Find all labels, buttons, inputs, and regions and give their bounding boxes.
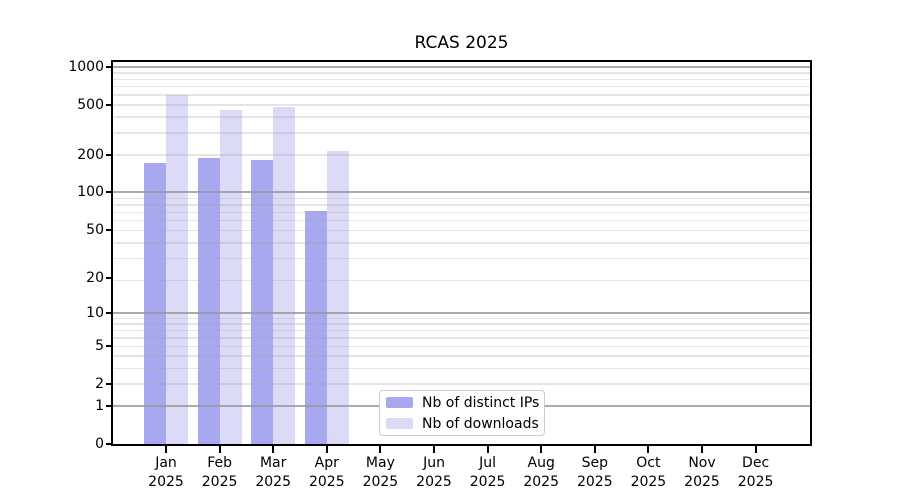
x-tick-mark (540, 446, 543, 453)
minor-gridline (113, 204, 810, 206)
chart-title: RCAS 2025 (414, 33, 509, 53)
minor-gridline (113, 211, 810, 213)
y-tick-mark (106, 103, 113, 106)
minor-gridline (113, 257, 810, 260)
x-tick-label-jul: Jul 2025 (469, 455, 506, 490)
y-tick-mark (106, 276, 113, 279)
bar-downloads-apr (326, 150, 349, 444)
y-tick-mark (106, 66, 113, 69)
minor-gridline (113, 367, 810, 370)
x-tick-mark (701, 446, 703, 453)
x-tick-label-jan: Jan 2025 (148, 455, 184, 490)
x-tick-mark (754, 446, 757, 453)
x-tick-mark (218, 446, 221, 453)
minor-gridline (113, 154, 810, 156)
bar-distinct-ips-apr (304, 211, 327, 444)
minor-gridline (113, 78, 810, 81)
bar-downloads-jan (166, 95, 188, 444)
x-tick-label-dec: Dec 2025 (737, 455, 774, 490)
minor-gridline (113, 132, 810, 134)
y-tick-label: 10 (86, 305, 104, 322)
y-tick-label: 1000 (68, 59, 104, 76)
x-tick-mark (165, 446, 167, 453)
y-tick-label: 500 (77, 96, 104, 113)
legend-swatch-downloads (386, 418, 413, 429)
bar-downloads-mar (273, 107, 296, 444)
y-tick-mark (106, 191, 113, 194)
minor-gridline (113, 242, 810, 244)
y-tick-label: 0 (95, 436, 104, 452)
legend-item-distinct-ips: Nb of distinct IPs (386, 394, 540, 412)
legend-label-distinct-ips: Nb of distinct IPs (422, 394, 540, 411)
y-tick-label: 20 (86, 269, 104, 286)
x-tick-mark (433, 446, 435, 453)
x-tick-label-mar: Mar 2025 (255, 455, 291, 490)
x-tick-mark (593, 446, 596, 453)
minor-gridline (113, 72, 810, 74)
x-tick-label-aug: Aug 2025 (523, 455, 559, 490)
y-tick-label: 200 (77, 146, 104, 163)
minor-gridline (113, 197, 810, 200)
x-tick-label-sep: Sep 2025 (576, 455, 613, 490)
y-tick-mark (106, 443, 113, 445)
x-tick-mark (379, 446, 382, 453)
legend-label-downloads: Nb of downloads (422, 415, 539, 432)
bar-distinct-ips-feb (197, 158, 220, 444)
x-tick-mark (272, 446, 275, 453)
x-tick-label-nov: Nov 2025 (684, 455, 720, 490)
x-tick-label-oct: Oct 2025 (630, 455, 667, 490)
x-tick-mark (647, 446, 650, 453)
y-tick-mark (106, 345, 113, 348)
minor-gridline (113, 355, 810, 357)
y-tick-mark (106, 405, 113, 408)
legend: Nb of distinct IPs Nb of downloads (379, 390, 545, 436)
minor-gridline (113, 345, 810, 347)
major-gridline (113, 66, 810, 69)
minor-gridline (113, 279, 810, 282)
x-tick-label-jun: Jun 2025 (416, 455, 452, 490)
minor-gridline (113, 104, 810, 106)
minor-gridline (113, 317, 810, 320)
x-tick-label-may: May 2025 (362, 455, 399, 490)
y-tick-mark (106, 153, 113, 156)
minor-gridline (113, 85, 810, 88)
y-tick-label: 2 (95, 376, 104, 393)
x-tick-label-feb: Feb 2025 (201, 455, 238, 490)
minor-gridline (113, 323, 810, 325)
x-tick-label-apr: Apr 2025 (308, 455, 345, 490)
minor-gridline (113, 94, 810, 96)
minor-gridline (113, 383, 810, 385)
x-tick-mark (325, 446, 328, 453)
minor-gridline (113, 329, 810, 332)
minor-gridline (113, 337, 810, 339)
y-tick-label: 100 (77, 184, 104, 201)
y-tick-label: 50 (86, 221, 104, 238)
x-tick-mark (486, 446, 489, 453)
bar-downloads-feb (219, 110, 242, 444)
major-gridline (113, 191, 810, 194)
y-tick-mark (106, 228, 113, 231)
minor-gridline (113, 219, 810, 222)
y-tick-mark (106, 383, 113, 386)
legend-item-downloads: Nb of downloads (386, 415, 539, 433)
y-tick-mark (106, 312, 113, 315)
legend-swatch-distinct-ips (386, 397, 413, 408)
major-gridline (113, 312, 810, 315)
bar-distinct-ips-jan (144, 162, 166, 444)
plot-area (113, 62, 810, 444)
bar-distinct-ips-mar (251, 160, 274, 444)
minor-gridline (113, 116, 810, 118)
y-tick-label: 1 (95, 398, 104, 415)
minor-gridline (113, 229, 810, 232)
y-tick-label: 5 (95, 338, 104, 355)
